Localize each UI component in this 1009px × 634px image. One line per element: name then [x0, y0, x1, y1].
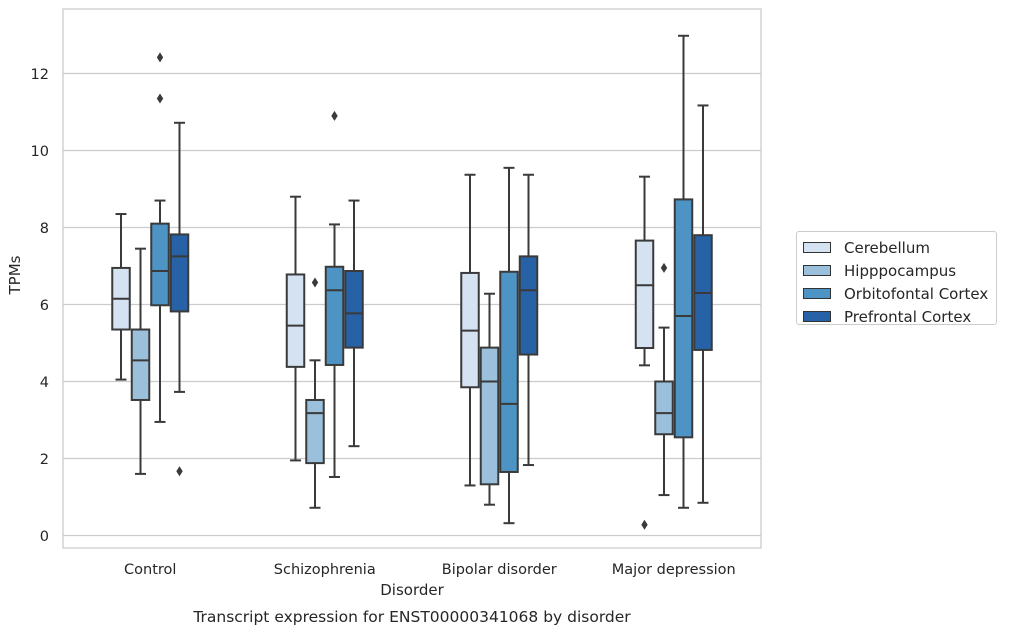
box-iqr [344, 270, 364, 349]
legend-label: Orbitofontal Cortex [844, 284, 989, 303]
outlier-point [156, 93, 164, 104]
y-tick-label: 0 [40, 529, 49, 545]
x-axis-label: Disorder [380, 581, 444, 599]
box-iqr [285, 273, 306, 368]
box-iqr [479, 346, 500, 486]
box-iqr [130, 328, 151, 401]
box-iqr [518, 255, 539, 356]
y-tick-label: 12 [31, 67, 49, 83]
box-iqr [673, 198, 694, 439]
boxes [111, 34, 713, 530]
box-prefrontal-cortex [693, 104, 713, 504]
x-tick-labels: Control Schizophrenia Bipolar disorder Majo… [124, 562, 736, 578]
y-tick-labels: 0 2 4 6 8 10 12 [31, 67, 49, 545]
y-tick-label: 8 [40, 221, 49, 237]
box-iqr [150, 222, 170, 307]
legend-item: Cerebellum [803, 236, 996, 259]
outlier-point [311, 277, 319, 288]
plot-frame [62, 8, 762, 549]
box-cerebellum [460, 173, 480, 487]
x-tick-label: Schizophrenia [274, 562, 376, 578]
box-iqr [324, 265, 345, 366]
box-cerebellum [111, 213, 131, 381]
y-tick-label: 2 [40, 452, 49, 468]
box-iqr [169, 233, 190, 313]
x-tick-label: Control [124, 562, 176, 578]
outlier-point [641, 519, 648, 530]
legend-item: Prefrontal Cortex [803, 305, 996, 328]
legend-label: Prefrontal Cortex [844, 307, 972, 326]
y-tick-label: 6 [40, 298, 49, 314]
box-hipppocampus [479, 292, 500, 506]
box-orbitofontal-cortex [150, 52, 170, 423]
outlier-point [156, 52, 164, 63]
legend-swatch [803, 311, 831, 322]
y-axis-label: TPMs [6, 255, 24, 295]
legend-swatch [803, 265, 831, 276]
box-iqr [634, 239, 655, 350]
legend-item: Hipppocampus [803, 259, 996, 282]
chart-title: Transcript expression for ENST0000034106… [192, 608, 631, 626]
legend-label: Cerebellum [844, 238, 930, 257]
x-tick-label: Major depression [612, 562, 736, 578]
box-iqr [654, 380, 674, 436]
box-orbitofontal-cortex [673, 34, 694, 509]
outlier-point [176, 466, 183, 477]
x-tick-label: Bipolar disorder [442, 562, 557, 578]
box-iqr [305, 398, 325, 465]
box-prefrontal-cortex [518, 173, 539, 467]
box-hipppocampus [305, 277, 325, 509]
legend: Cerebellum Hipppocampus Orbitofontal Corte… [796, 231, 997, 328]
y-tick-label: 10 [31, 144, 49, 160]
box-iqr [499, 270, 519, 473]
outlier-point [331, 110, 338, 121]
legend-swatch [803, 288, 831, 299]
box-orbitofontal-cortex [499, 166, 519, 525]
legend-item: Orbitofontal Cortex [803, 282, 996, 305]
box-cerebellum [285, 195, 306, 462]
box-orbitofontal-cortex [324, 110, 345, 478]
y-tick-label: 4 [40, 375, 49, 391]
box-cerebellum [634, 175, 655, 530]
legend-swatch [803, 242, 831, 253]
box-hipppocampus [130, 247, 151, 475]
box-prefrontal-cortex [344, 199, 364, 448]
outlier-point [660, 262, 668, 273]
legend-label: Hipppocampus [844, 261, 957, 280]
box-prefrontal-cortex [169, 121, 190, 477]
box-hipppocampus [654, 262, 674, 497]
